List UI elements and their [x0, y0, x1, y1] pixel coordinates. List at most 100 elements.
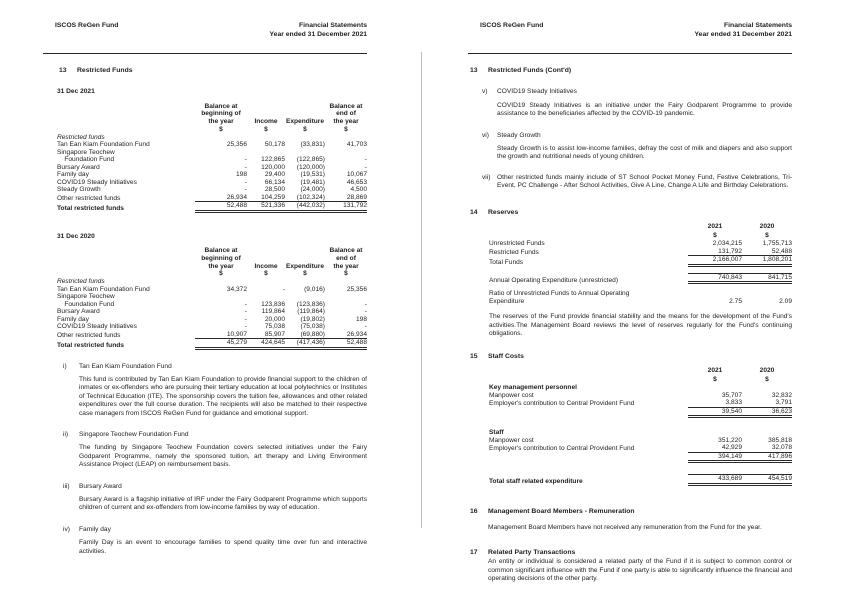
page-header: ISCOS ReGen Fund Financial Statements Ye… [43, 0, 367, 40]
row-label: Manpower cost [489, 436, 534, 444]
cell-2020: 52,488 [742, 248, 792, 257]
note-title: Family day [79, 525, 111, 533]
section-title: Restricted Funds [77, 66, 133, 74]
cell-income: 28,500 [264, 186, 285, 194]
page-header: ISCOS ReGen Fund Financial Statements Ye… [468, 0, 792, 40]
cell-income: 123,836 [261, 300, 285, 308]
cell-2020: 2.09 [779, 297, 792, 305]
cell-2021: 131,792 [688, 248, 742, 257]
cell-expenditure: (442,032) [285, 202, 325, 213]
fund-note: iii) Bursary Award Bursary Award is a fl… [43, 483, 367, 513]
table-header-row: Balance at beginning of the year $ Incom… [57, 247, 367, 278]
currency-symbol: $ [713, 231, 717, 239]
note-number: vii) [482, 173, 491, 181]
note-number: i) [63, 362, 67, 370]
restricted-funds-table-2021: Balance at beginning of the year $ Incom… [57, 103, 367, 213]
document-header: Financial Statements Year ended 31 Decem… [695, 22, 792, 40]
cell-2021: 740,843 [688, 272, 742, 285]
note-title: Steady Growth [497, 131, 541, 139]
table-header-row: 2021 $ 2020 $ [489, 223, 792, 240]
cell-2020: 36,623 [742, 408, 792, 419]
table-header-row: Balance at beginning of the year $ Incom… [57, 103, 367, 134]
related-party-paragraph: An entity or individual is considered a … [488, 558, 792, 583]
cell-expenditure: (122,865) [296, 156, 325, 164]
document-title: Financial Statements [724, 22, 792, 29]
section-title: Management Board Members - Remuneration [488, 507, 635, 515]
row-label: Steady Growth [57, 186, 101, 194]
section-heading-board-remuneration: 16 Management Board Members - Remunerati… [468, 508, 792, 516]
row-label: Restricted Funds [489, 248, 539, 256]
cell-balance-end: 4,500 [350, 186, 367, 194]
cell-expenditure: (102,324) [285, 194, 325, 203]
note-title: Tan Ean Kiam Foundation Fund [79, 362, 172, 370]
section-heading-reserves: 14 Reserves [468, 209, 792, 217]
row-label: Bursary Award [57, 163, 100, 171]
cell-income: 20,000 [264, 315, 285, 323]
cell-balance-beginning: - [244, 178, 247, 186]
row-label: Employer's contribution to Central Provi… [489, 400, 635, 408]
cell-income: 75,038 [264, 323, 285, 331]
cell-income: 122,865 [261, 156, 285, 164]
cell-balance-beginning: - [244, 156, 247, 164]
note-number: iii) [63, 482, 70, 490]
row-label: COVID19 Steady Initiatives [57, 323, 137, 331]
cell-balance-beginning: - [244, 163, 247, 171]
section-number: 13 [59, 66, 67, 74]
row-label: Key management personnel [489, 384, 577, 392]
table-row: Restricted funds [57, 134, 367, 142]
cell-balance-beginning: - [244, 300, 247, 308]
document-title: Financial Statements [299, 22, 367, 29]
row-label: Unrestricted Funds [489, 240, 545, 248]
row-label: Restricted funds [57, 278, 105, 286]
cell-income: 29,400 [264, 171, 285, 179]
row-label: Annual Operating Expenditure (unrestrict… [489, 276, 619, 284]
cell-expenditure: (33,831) [300, 141, 325, 149]
note-body: Other restricted funds mainly include of… [497, 173, 792, 190]
section-number: 13 [470, 66, 478, 74]
table-row: Total Funds 2,166,007 1,808,201 [489, 256, 792, 267]
cell-2021: 394,149 [688, 453, 742, 464]
table-header-row: 2021 $ 2020 $ [489, 367, 792, 384]
cell-balance-beginning: 34,372 [226, 285, 247, 293]
table-row: Steady Growth - 28,500 (24,000) 4,500 [57, 186, 367, 194]
cell-expenditure: (9,016) [304, 285, 325, 293]
note-number: v) [482, 88, 488, 96]
currency-symbol: $ [765, 231, 769, 239]
section-title: Staff Costs [488, 352, 524, 360]
col-header-balance-beginning: Balance at beginning of the year $ [201, 102, 241, 133]
table-row: Family day 198 29,400 (19,531) 10,067 [57, 171, 367, 179]
row-label: Other restricted funds [57, 194, 121, 202]
cell-income: 424,645 [247, 339, 285, 350]
section-heading-staff-costs: 15 Staff Costs [468, 353, 792, 361]
col-header-2020: 2020 $ [742, 367, 792, 384]
cell-expenditure: (119,864) [297, 308, 325, 316]
table-row: Key management personnel [489, 384, 792, 392]
cell-2021: 351,220 [718, 436, 742, 444]
cell-expenditure: (120,000) [296, 163, 325, 171]
table-row: Singapore Teochew Foundation Fund - 123,… [57, 293, 367, 308]
cell-expenditure: (19,802) [300, 315, 325, 323]
cell-2020: 1,755,713 [762, 240, 792, 248]
cell-balance-beginning: 25,356 [226, 141, 247, 149]
cell-expenditure: (24,000) [300, 186, 325, 194]
cell-income: 521,336 [247, 202, 285, 213]
table-row: 39,540 36,623 [489, 408, 792, 419]
cell-2021: 433,689 [688, 474, 742, 486]
table-row: Total staff related expenditure 433,689 … [489, 474, 792, 486]
cell-expenditure: (417,436) [285, 339, 325, 350]
reserves-table: 2021 $ 2020 $ Unrestricted Funds 2,034,2… [489, 223, 792, 305]
table-row: Employer's contribution to Central Provi… [489, 399, 792, 408]
note-title: COVID19 Steady Initiatives [497, 88, 577, 96]
fund-note: iv) Family day Family Day is an event to… [43, 526, 367, 556]
table-row: Total restricted funds 45,279 424,645 (4… [57, 339, 367, 350]
cell-balance-beginning: - [244, 315, 247, 323]
company-name: ISCOS ReGen Fund [55, 22, 119, 29]
page-right: ISCOS ReGen Fund Financial Statements Ye… [468, 0, 792, 584]
board-remuneration-paragraph: Management Board Members have not receiv… [488, 524, 762, 532]
table-row: Ratio of Unrestricted Funds to Annual Op… [489, 290, 792, 305]
fund-note: ii) Singapore Teochew Foundation Fund Th… [43, 431, 367, 470]
currency-symbol: $ [713, 375, 717, 383]
row-label: Ratio of Unrestricted Funds to Annual Op… [489, 290, 630, 305]
section-number: 15 [470, 352, 478, 360]
header-rule [468, 52, 792, 54]
